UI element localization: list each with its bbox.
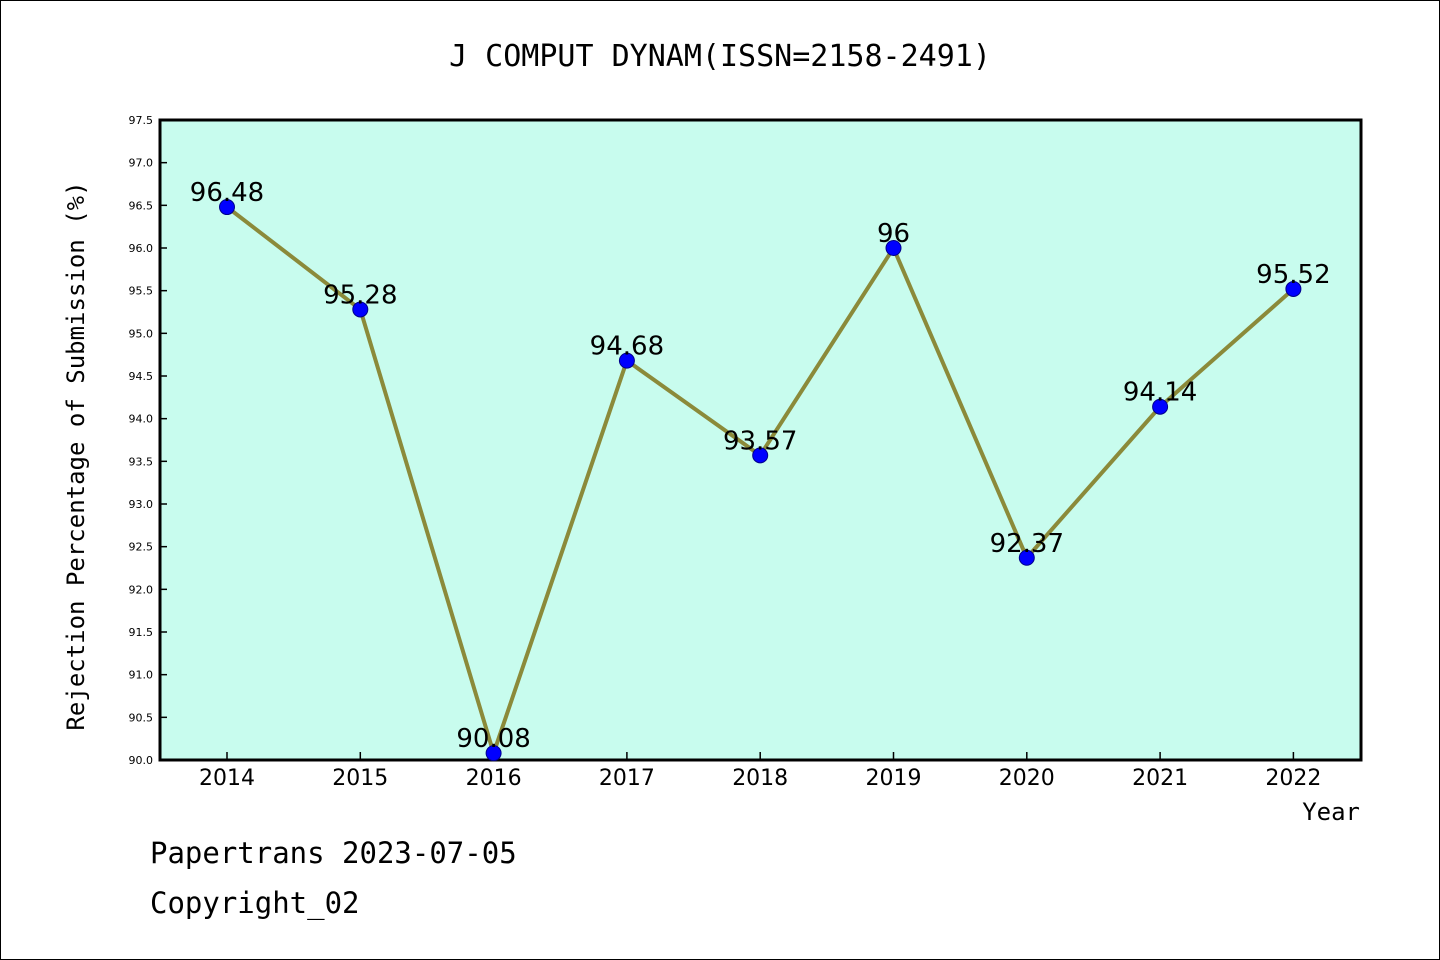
y-tick-label: 96.0 — [129, 242, 154, 255]
data-label: 94.14 — [1123, 378, 1197, 408]
x-tick-label: 2022 — [1265, 766, 1321, 791]
x-tick-label: 2021 — [1132, 766, 1188, 791]
chart-title: J COMPUT DYNAM(ISSN=2158-2491) — [449, 39, 991, 74]
data-point — [352, 301, 369, 318]
data-point — [1152, 398, 1169, 415]
y-tick-label: 90.5 — [129, 711, 154, 724]
data-label: 93.57 — [723, 426, 797, 456]
data-point — [1018, 549, 1035, 566]
data-label: 96.48 — [190, 178, 264, 208]
x-tick-label: 2015 — [332, 766, 388, 791]
y-tick-label: 93.5 — [129, 455, 154, 468]
data-point — [219, 199, 235, 216]
data-labels: 96.48 95.28 90.08 94.68 93.57 96 92.37 94.14 95.… — [190, 178, 1331, 754]
data-point — [618, 352, 635, 369]
x-tick-label: 2018 — [732, 766, 788, 791]
y-axis-ticks: 90.0 90.5 91.0 91.5 92.0 92.5 93.0 93.5 94.0 94.5… — [129, 114, 167, 767]
data-label: 95.28 — [323, 280, 397, 310]
y-tick-label: 92.0 — [129, 583, 154, 596]
y-tick-label: 95.5 — [129, 285, 154, 298]
data-point — [885, 240, 902, 256]
y-tick-label: 91.5 — [129, 626, 154, 639]
footer-copyright: Copyright_02 — [150, 886, 360, 920]
y-tick-label: 97.0 — [129, 157, 154, 170]
data-label: 96 — [877, 219, 910, 249]
x-tick-label: 2019 — [866, 766, 922, 791]
data-label: 94.68 — [590, 332, 664, 362]
y-tick-label: 93.0 — [129, 498, 154, 511]
y-tick-label: 90.0 — [129, 754, 154, 767]
data-markers — [219, 199, 1302, 762]
y-axis-label: Rejection Percentage of Submission (%) — [62, 181, 90, 730]
x-tick-label: 2014 — [199, 766, 255, 791]
x-axis-label: Year — [1302, 798, 1360, 826]
data-label: 90.08 — [456, 724, 530, 754]
plot-area — [158, 118, 1363, 762]
data-label: 95.52 — [1256, 260, 1330, 290]
x-tick-label: 2017 — [599, 766, 655, 791]
x-tick-label: 2016 — [466, 766, 522, 791]
x-axis-ticks: 2014 2015 2016 2017 2018 2019 2020 2021 2022 — [199, 752, 1321, 791]
y-tick-label: 91.0 — [129, 669, 154, 682]
data-point — [752, 447, 769, 464]
data-point — [485, 745, 502, 762]
x-tick-label: 2020 — [999, 766, 1055, 791]
data-point — [1285, 280, 1302, 297]
y-tick-label: 95.0 — [129, 327, 154, 340]
y-tick-label: 97.5 — [129, 114, 154, 127]
y-tick-label: 96.5 — [129, 199, 154, 212]
footer-date: Papertrans 2023-07-05 — [150, 836, 517, 870]
y-tick-label: 94.0 — [129, 413, 154, 426]
y-tick-label: 94.5 — [129, 370, 154, 383]
y-tick-label: 92.5 — [129, 541, 154, 554]
data-label: 92.37 — [990, 529, 1064, 559]
